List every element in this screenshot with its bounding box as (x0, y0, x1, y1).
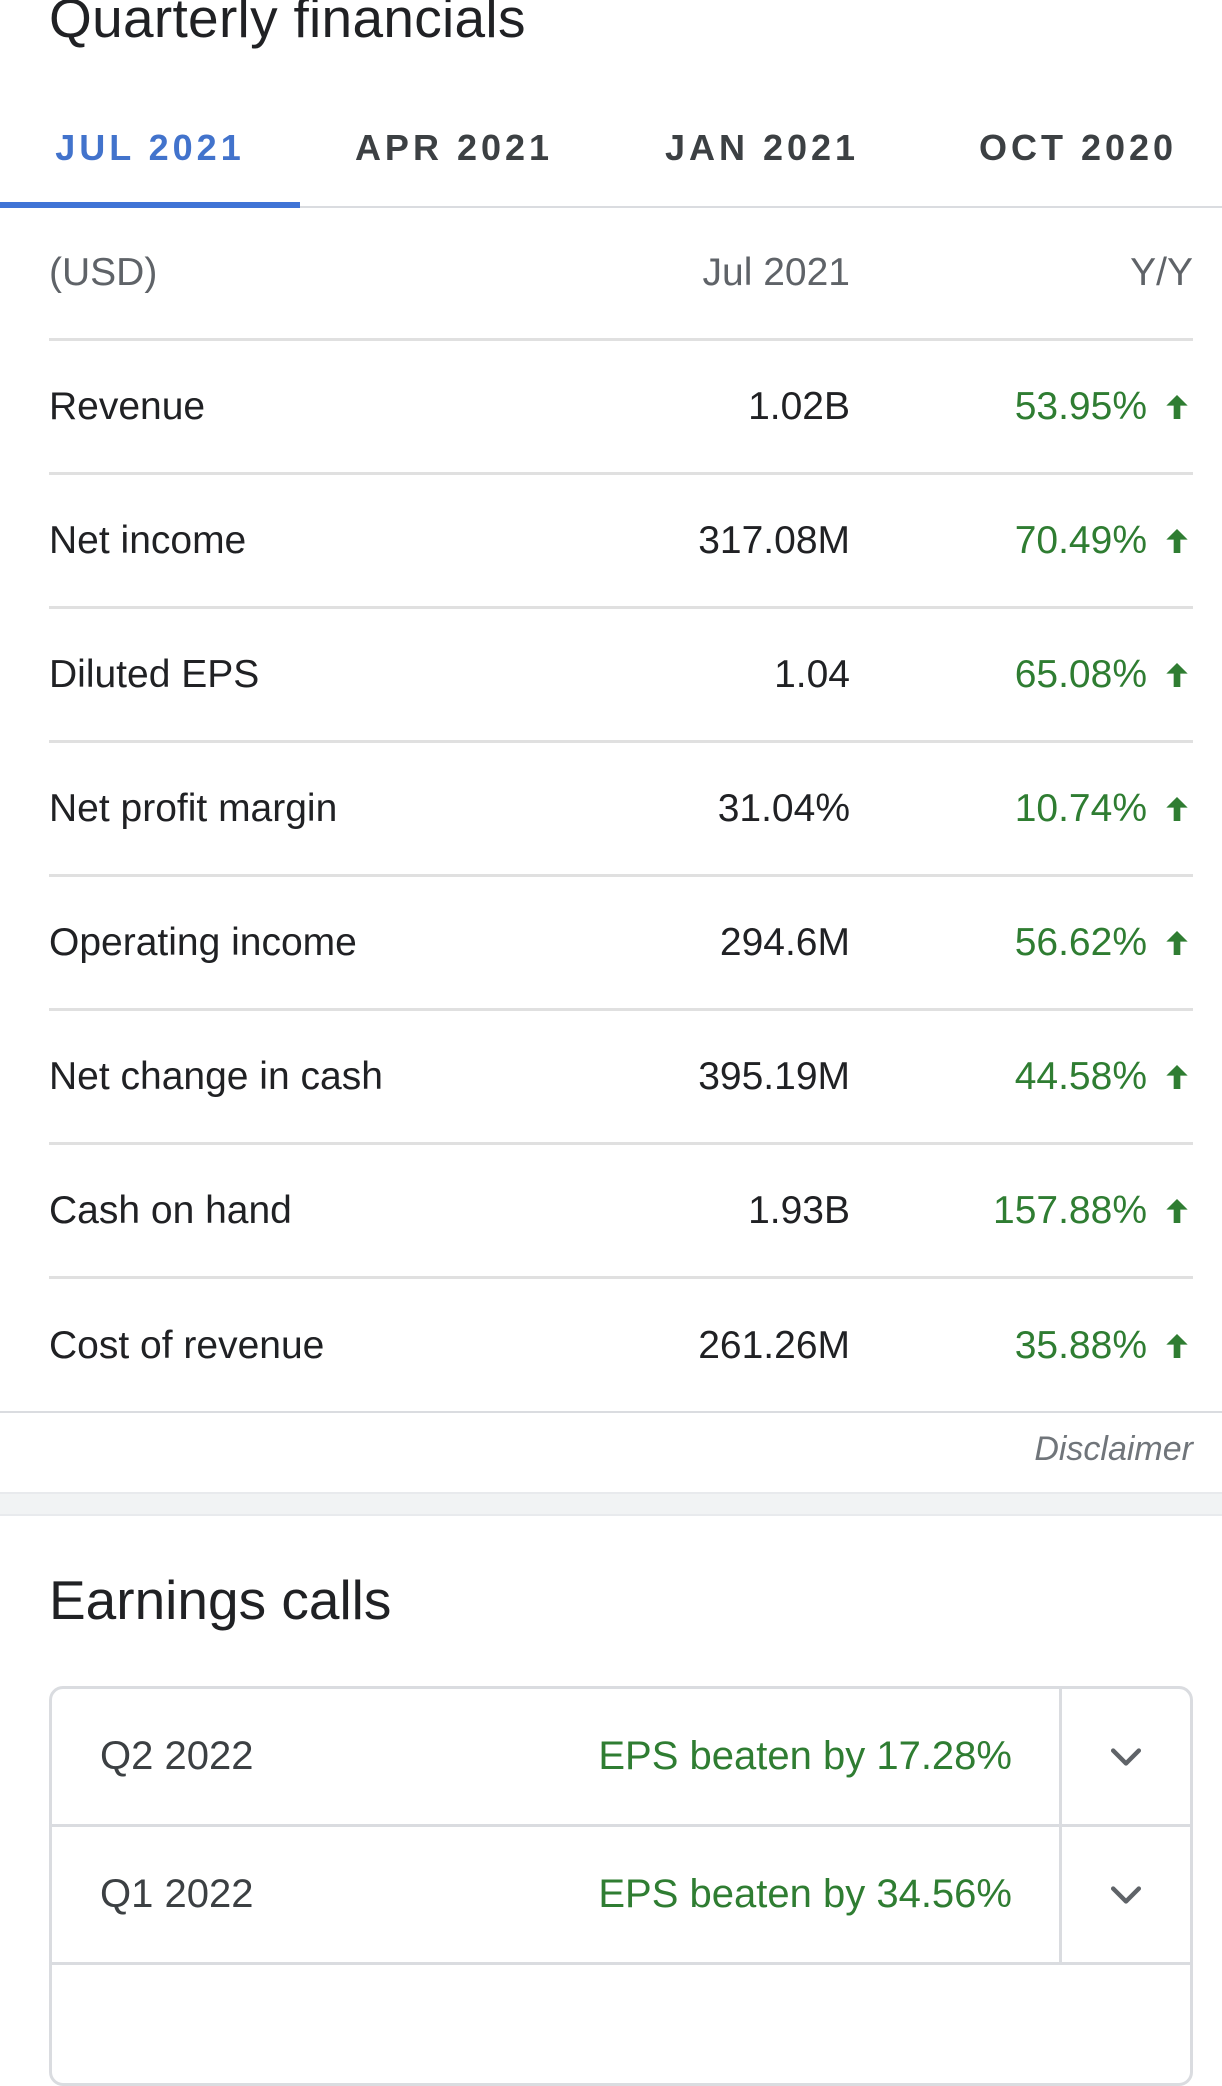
tab-jul-2021[interactable]: JUL 2021 (0, 90, 300, 208)
table-row-cost-of-revenue: Cost of revenue 261.26M 35.88% (49, 1279, 1193, 1413)
call-result: EPS beaten by 34.56% (598, 1872, 1012, 1916)
call-quarter: Q2 2022 (100, 1734, 254, 1778)
row-yoy: 53.95% (1015, 341, 1193, 472)
currency-header: (USD) (49, 251, 158, 294)
table-row-net-change-in-cash: Net change in cash 395.19M 44.58% (49, 1011, 1193, 1145)
table-row-revenue: Revenue 1.02B 53.95% (49, 341, 1193, 475)
tab-label: APR 2021 (354, 127, 554, 168)
table-row-operating-income: Operating income 294.6M 56.62% (49, 877, 1193, 1011)
period-tabs: JUL 2021 APR 2021 JAN 2021 OCT 2020 (0, 90, 1222, 208)
arrow-up-icon (1166, 662, 1188, 687)
chevron-down-icon (1110, 1747, 1142, 1766)
yoy-percent: 70.49% (1014, 518, 1147, 562)
row-value: 1.02B (748, 384, 850, 428)
row-label: Net change in cash (49, 1054, 383, 1098)
tab-oct-2020[interactable]: OCT 2020 (928, 90, 1222, 206)
table-header-row: (USD) Jul 2021 Y/Y (49, 208, 1193, 341)
section-separator (0, 1492, 1222, 1516)
row-label: Cash on hand (49, 1188, 292, 1232)
arrow-up-icon (1166, 1198, 1188, 1223)
table-row-net-profit-margin: Net profit margin 31.04% 10.74% (49, 743, 1193, 877)
row-label: Net income (49, 518, 247, 562)
row-yoy: 10.74% (1015, 743, 1193, 874)
row-label: Revenue (49, 384, 206, 428)
arrow-up-icon (1166, 1334, 1188, 1358)
tab-label: JAN 2021 (664, 127, 860, 168)
row-label: Net profit margin (49, 786, 338, 830)
row-value: 31.04% (717, 786, 850, 830)
active-tab-indicator (0, 202, 300, 208)
row-label: Cost of revenue (49, 1324, 325, 1367)
arrow-up-icon (1166, 1064, 1188, 1089)
tab-apr-2021[interactable]: APR 2021 (304, 90, 604, 206)
row-value: 395.19M (698, 1054, 850, 1098)
arrow-up-icon (1166, 528, 1188, 553)
yoy-percent: 10.74% (1014, 786, 1147, 830)
yoy-percent: 35.88% (1014, 1324, 1147, 1367)
row-yoy: 44.58% (1015, 1011, 1193, 1142)
row-label: Operating income (49, 920, 357, 964)
row-value: 1.93B (748, 1188, 850, 1232)
row-value: 294.6M (719, 920, 850, 964)
arrow-up-icon (1166, 394, 1188, 419)
row-yoy: 70.49% (1015, 475, 1193, 606)
yoy-percent: 157.88% (993, 1188, 1147, 1232)
chevron-down-icon (1110, 1885, 1142, 1904)
earnings-calls-list: Q2 2022 EPS beaten by 17.28% Q1 2022 EPS… (49, 1686, 1193, 2086)
tab-label: JUL 2021 (55, 127, 245, 168)
earnings-calls-title: Earnings calls (49, 1569, 392, 1631)
row-value: 317.08M (698, 518, 850, 562)
arrow-up-icon (1166, 930, 1188, 955)
arrow-up-icon (1166, 796, 1188, 821)
table-row-diluted-eps: Diluted EPS 1.04 65.08% (49, 609, 1193, 743)
table-divider (0, 1411, 1222, 1413)
table-row-cash-on-hand: Cash on hand 1.93B 157.88% (49, 1145, 1193, 1279)
tab-jan-2021[interactable]: JAN 2021 (612, 90, 912, 206)
yoy-percent: 56.62% (1014, 920, 1147, 964)
row-yoy: 157.88% (993, 1145, 1193, 1276)
expand-button[interactable] (1059, 1689, 1190, 1824)
quarterly-financials-title: Quarterly financials (49, 0, 526, 49)
row-value: 1.04 (774, 652, 850, 696)
call-result: EPS beaten by 17.28% (598, 1734, 1012, 1778)
row-yoy: 56.62% (1015, 877, 1193, 1008)
disclaimer-link[interactable]: Disclaimer (1034, 1430, 1193, 1468)
yoy-percent: 44.58% (1014, 1054, 1147, 1098)
call-quarter: Q1 2022 (100, 1872, 254, 1916)
tab-label: OCT 2020 (978, 127, 1178, 168)
financials-table: (USD) Jul 2021 Y/Y Revenue 1.02B 53.95% … (49, 208, 1193, 1413)
yoy-percent: 65.08% (1014, 652, 1147, 696)
row-value: 261.26M (698, 1324, 850, 1367)
yoy-header: Y/Y (1130, 251, 1193, 294)
period-header: Jul 2021 (702, 251, 850, 294)
table-row-net-income: Net income 317.08M 70.49% (49, 475, 1193, 609)
row-label: Diluted EPS (49, 652, 260, 696)
earnings-call-row[interactable]: Q2 2022 EPS beaten by 17.28% (52, 1689, 1190, 1827)
yoy-percent: 53.95% (1014, 384, 1147, 428)
expand-button[interactable] (1059, 1827, 1190, 1962)
earnings-call-row[interactable]: Q1 2022 EPS beaten by 34.56% (52, 1827, 1190, 1965)
row-yoy: 65.08% (1015, 609, 1193, 740)
row-yoy: 35.88% (1015, 1279, 1193, 1413)
